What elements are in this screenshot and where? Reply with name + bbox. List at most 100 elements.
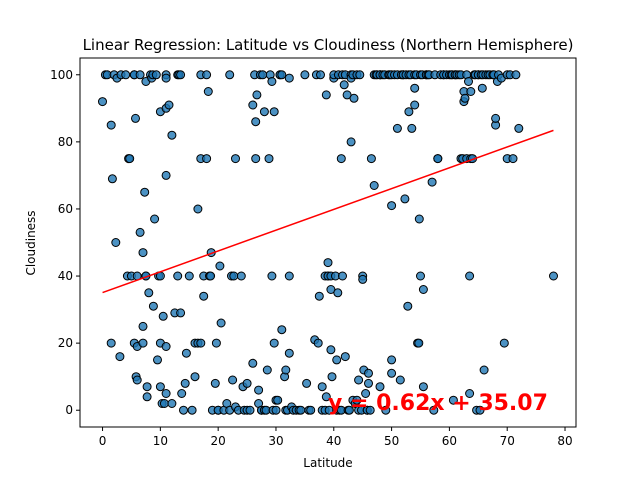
data-point bbox=[317, 382, 327, 392]
data-point bbox=[138, 321, 148, 331]
data-point bbox=[403, 301, 413, 311]
data-point bbox=[176, 70, 186, 80]
data-point bbox=[121, 70, 131, 80]
x-tick-label: 40 bbox=[326, 434, 341, 448]
data-point bbox=[284, 348, 294, 358]
data-point bbox=[177, 389, 187, 398]
data-point bbox=[111, 238, 121, 247]
data-point bbox=[418, 285, 428, 294]
data-point bbox=[355, 70, 365, 80]
data-point bbox=[321, 392, 331, 402]
data-point bbox=[173, 271, 183, 281]
data-point bbox=[161, 389, 171, 398]
data-point bbox=[264, 154, 274, 164]
data-point bbox=[196, 338, 206, 348]
data-point bbox=[427, 177, 437, 187]
data-point bbox=[148, 301, 158, 311]
data-point bbox=[314, 291, 324, 301]
data-point bbox=[179, 405, 188, 415]
data-point bbox=[326, 345, 336, 355]
data-point bbox=[352, 395, 362, 405]
data-point bbox=[242, 378, 252, 388]
data-point bbox=[215, 261, 225, 271]
data-point bbox=[211, 338, 221, 348]
data-point bbox=[340, 352, 350, 362]
data-point bbox=[433, 154, 443, 164]
data-point bbox=[125, 154, 135, 164]
data-point bbox=[416, 271, 425, 281]
data-point bbox=[153, 355, 162, 365]
data-point bbox=[479, 365, 489, 375]
data-point bbox=[138, 338, 148, 348]
data-point bbox=[369, 181, 379, 190]
data-point bbox=[491, 113, 501, 123]
data-point bbox=[321, 90, 331, 100]
data-point bbox=[336, 154, 346, 164]
data-point bbox=[364, 378, 373, 388]
data-point bbox=[269, 338, 279, 348]
data-point bbox=[300, 70, 310, 80]
data-point bbox=[206, 271, 216, 281]
data-point bbox=[259, 107, 269, 117]
x-tick-label: 70 bbox=[500, 434, 515, 448]
data-point bbox=[187, 405, 197, 415]
data-point bbox=[262, 365, 272, 375]
data-point bbox=[138, 248, 148, 258]
data-point bbox=[144, 288, 154, 298]
y-tick-label: 20 bbox=[58, 336, 73, 350]
data-point bbox=[361, 389, 371, 398]
chart-title: Linear Regression: Latitude vs Cloudines… bbox=[83, 36, 574, 54]
data-point bbox=[508, 154, 518, 164]
data-point bbox=[387, 201, 397, 211]
x-tick-label: 10 bbox=[153, 434, 168, 448]
data-point bbox=[267, 271, 277, 281]
data-point bbox=[499, 338, 509, 348]
data-point bbox=[296, 405, 306, 415]
data-point bbox=[410, 100, 420, 110]
data-point bbox=[132, 375, 142, 385]
data-point bbox=[184, 271, 194, 281]
data-point bbox=[106, 338, 116, 348]
data-point bbox=[150, 214, 160, 224]
data-point bbox=[245, 405, 255, 415]
data-point bbox=[313, 338, 323, 348]
data-point bbox=[414, 338, 424, 348]
data-point bbox=[323, 258, 333, 268]
data-point bbox=[387, 355, 397, 365]
data-point bbox=[176, 308, 186, 318]
data-point bbox=[346, 137, 356, 147]
data-point bbox=[252, 90, 262, 100]
regression-equation: y = 0.62x + 35.07 bbox=[328, 391, 548, 416]
data-point bbox=[231, 154, 240, 164]
regression-layer bbox=[102, 129, 554, 294]
data-point bbox=[400, 194, 410, 204]
data-point bbox=[333, 288, 343, 298]
data-point bbox=[410, 83, 420, 93]
data-point bbox=[142, 382, 152, 392]
data-point bbox=[164, 100, 174, 110]
data-point bbox=[258, 70, 268, 80]
data-point bbox=[229, 271, 239, 281]
y-axis: 0 20 40 60 80 100 bbox=[50, 68, 80, 417]
data-point bbox=[107, 174, 117, 184]
y-axis-label: Cloudiness bbox=[24, 210, 38, 275]
data-point bbox=[277, 70, 287, 80]
x-axis: 0 10 20 30 40 50 60 70 80 bbox=[99, 427, 573, 448]
data-point bbox=[167, 399, 177, 408]
data-point bbox=[193, 204, 203, 214]
data-point bbox=[339, 80, 349, 90]
data-point bbox=[271, 405, 281, 415]
y-tick-label: 0 bbox=[65, 403, 73, 417]
data-point bbox=[216, 318, 226, 328]
data-point bbox=[332, 355, 342, 365]
data-point bbox=[404, 107, 414, 117]
data-point bbox=[251, 154, 261, 164]
data-point bbox=[131, 113, 140, 123]
data-point bbox=[269, 107, 279, 117]
data-point bbox=[475, 405, 485, 415]
data-point bbox=[306, 405, 316, 415]
data-point bbox=[358, 274, 368, 284]
data-point bbox=[251, 117, 261, 127]
data-point bbox=[190, 372, 200, 382]
